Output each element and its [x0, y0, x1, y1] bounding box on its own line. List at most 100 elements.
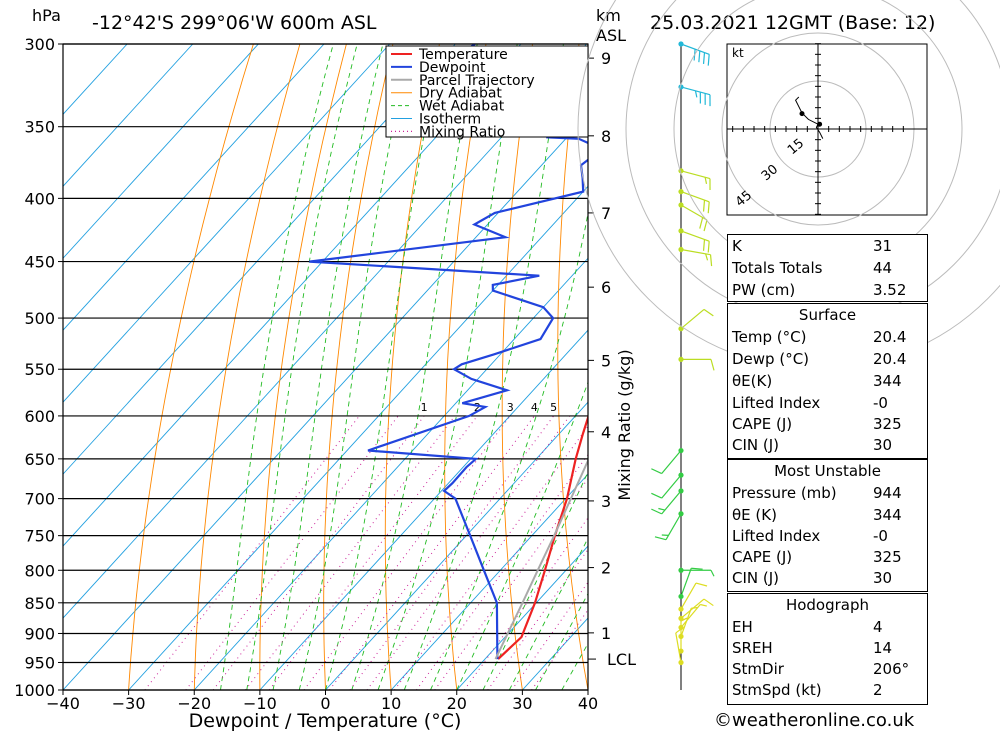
- mu-row: Lifted Index -0: [732, 527, 888, 545]
- storm-motion-dot: [817, 121, 823, 127]
- mixing-ratio-axis-label: Mixing Ratio (g/kg): [615, 349, 634, 500]
- isotherm-line: [63, 44, 390, 403]
- isotherm-line: [63, 113, 588, 690]
- barb-flag: [702, 239, 706, 251]
- mixing-ratio-label: 3: [507, 401, 514, 414]
- wind-barb: [678, 246, 713, 267]
- barb-shaft: [680, 308, 705, 330]
- barb-dot: [678, 356, 684, 362]
- barb-flag: [658, 507, 666, 511]
- mixing-ratio-line: [487, 548, 588, 690]
- surface-row: Lifted Index -0: [732, 394, 888, 412]
- barb-flag: [651, 492, 662, 499]
- barb-flag: [651, 468, 662, 475]
- isotherm-line: [63, 44, 259, 259]
- pressure-tick-label: 700: [24, 490, 55, 509]
- barb-flag: [691, 606, 698, 609]
- altitude-tick-label: 6: [601, 278, 611, 297]
- km-unit-label: km: [596, 6, 621, 25]
- barb-flag: [700, 603, 707, 607]
- wind-barb: [678, 356, 715, 371]
- index-row: Totals Totals 44: [732, 259, 893, 277]
- barb-flag: [698, 50, 701, 63]
- temperature-tick-label: 10: [381, 694, 401, 713]
- indices-top-box: K 31 Totals Totals 44 PW (cm) 3.52: [727, 234, 928, 302]
- dry-adiabat-line: [384, 44, 440, 690]
- surface-row: Temp (°C) 20.4: [732, 328, 907, 346]
- barb-shaft: [680, 568, 692, 597]
- wind-barb: [678, 84, 711, 107]
- wind-barb: [678, 228, 710, 253]
- pressure-tick-label: 1000: [14, 681, 55, 700]
- barb-flag: [703, 308, 714, 317]
- isotherm-line: [259, 329, 588, 690]
- wet-adiabat-line: [325, 44, 443, 690]
- date-title: 25.03.2021 12GMT (Base: 12): [650, 12, 935, 34]
- isotherm-line: [63, 44, 325, 331]
- mixing-ratio-label: 16: [654, 401, 668, 414]
- barb-flag: [702, 52, 706, 64]
- isotherm-line: [128, 185, 588, 690]
- mixing-ratio-line: [366, 415, 571, 690]
- hodograph-indices-box: Hodograph EH 4 SREH 14 StmDir 206° StmSpd (…: [727, 593, 928, 705]
- barb-flag: [680, 617, 688, 622]
- pressure-tick-label: 900: [24, 624, 55, 643]
- pressure-tick-label: 600: [24, 407, 55, 426]
- wind-barb: [678, 41, 710, 66]
- pressure-tick-label: 300: [24, 35, 55, 54]
- dry-adiabat-line: [323, 44, 394, 690]
- mu-row: CAPE (J) 325: [732, 548, 902, 566]
- pressure-tick-label: 450: [24, 253, 55, 272]
- wind-barb: [678, 189, 710, 214]
- wet-adiabat-line: [298, 44, 412, 690]
- mu-row: CIN (J) 30: [732, 569, 893, 587]
- temperature-profile: [497, 414, 588, 660]
- barb-shaft: [661, 474, 682, 499]
- hodograph-point: [799, 111, 805, 117]
- hodograph-trace: [794, 96, 824, 139]
- barb-flag: [651, 508, 662, 515]
- barb-shaft: [661, 450, 682, 474]
- barb-flag: [703, 219, 708, 232]
- surface-row: CIN (J) 30: [732, 436, 893, 454]
- barb-shaft: [680, 608, 692, 637]
- isobars: [63, 43, 588, 691]
- mixing-ratio-label: 5: [550, 401, 557, 414]
- barb-dot: [678, 511, 684, 517]
- barb-dot: [678, 202, 684, 208]
- temperature-tick-label: 30: [512, 694, 532, 713]
- wet-adiabat-line: [220, 44, 334, 690]
- barb-shaft: [680, 604, 701, 628]
- temperature-tick-label: 0: [320, 694, 330, 713]
- most-unstable-box: Most Unstable Pressure (mb) 944 θE (K) 344…: [727, 459, 928, 592]
- legend-box: [385, 45, 589, 138]
- legend-label: Temperature: [418, 47, 508, 63]
- barb-dot: [678, 472, 684, 478]
- hodo-row: StmDir 206°: [732, 660, 910, 678]
- surface-row: Dewp (°C) 20.4: [732, 350, 907, 368]
- most-unstable-title: Most Unstable: [774, 462, 881, 480]
- wind-barb: [651, 447, 684, 475]
- wet-adiabat-line: [482, 470, 588, 690]
- wind-barb: [678, 202, 708, 232]
- wind-barb-column: [651, 41, 715, 690]
- altitude-tick-label: 7: [601, 204, 611, 223]
- barb-flag: [710, 359, 715, 371]
- lcl-label: LCL: [607, 650, 636, 669]
- surface-box: Surface Temp (°C) 20.4 Dewp (°C) 20.4 θE(K…: [727, 303, 928, 459]
- legend-label: Isotherm: [419, 112, 481, 128]
- index-row: K 31: [732, 237, 893, 255]
- barb-flag: [702, 200, 706, 212]
- axes: 3003504004505005506006507007508008509009…: [14, 35, 636, 713]
- barb-flag: [675, 628, 682, 634]
- legend-label: Dewpoint: [419, 60, 486, 76]
- hpa-unit-label: hPa: [32, 6, 61, 25]
- wet-adiabat-line: [535, 592, 588, 690]
- mixing-ratio-line: [329, 415, 535, 690]
- legend-label: Mixing Ratio: [419, 124, 505, 140]
- barb-dot: [678, 246, 684, 253]
- pressure-tick-label: 500: [24, 309, 55, 328]
